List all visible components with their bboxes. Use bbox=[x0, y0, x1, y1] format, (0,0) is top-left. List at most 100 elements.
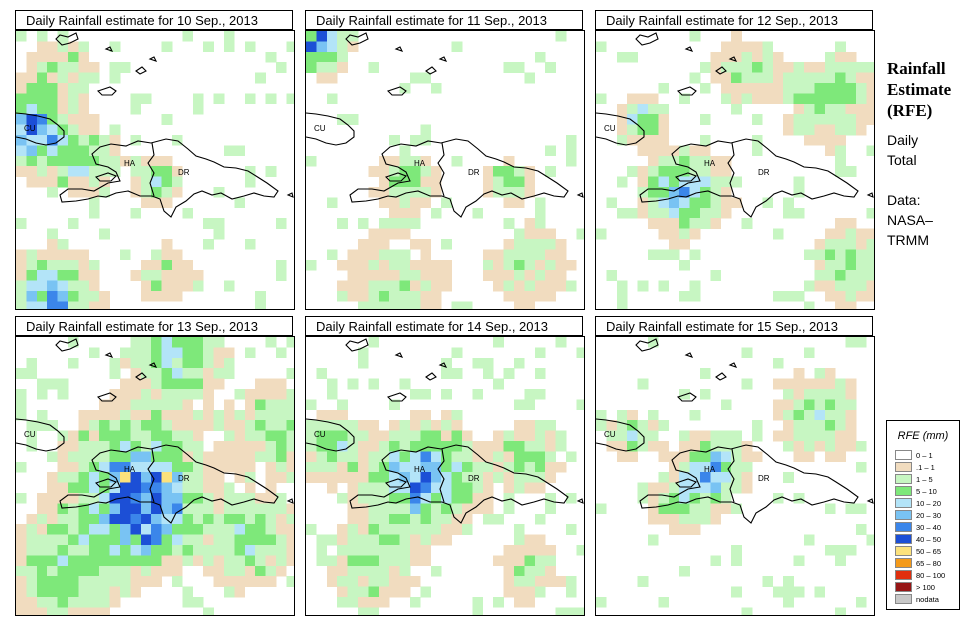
rainfall-cell bbox=[78, 103, 90, 115]
rainfall-cell bbox=[172, 270, 183, 281]
rainfall-cell bbox=[430, 451, 442, 463]
rainfall-cell bbox=[203, 41, 214, 53]
rainfall-cell bbox=[57, 83, 69, 94]
rainfall-cell bbox=[88, 534, 100, 546]
rainfall-cell bbox=[57, 565, 69, 577]
rainfall-cell bbox=[804, 399, 815, 411]
rainfall-cell bbox=[192, 103, 204, 115]
rainfall-cell bbox=[68, 301, 79, 309]
rainfall-cell bbox=[430, 420, 442, 431]
rainfall-cell bbox=[161, 378, 173, 390]
rainfall-cell bbox=[140, 347, 152, 359]
rainfall-cell bbox=[99, 451, 110, 463]
rainfall-cell bbox=[503, 218, 515, 229]
rainfall-cell bbox=[286, 555, 294, 567]
rainfall-cell bbox=[78, 114, 90, 125]
rainfall-cell bbox=[835, 166, 846, 177]
rainfall-cell bbox=[596, 228, 607, 240]
rainfall-cell bbox=[845, 420, 857, 431]
cay1-coastline bbox=[438, 362, 448, 368]
rainfall-cell bbox=[668, 503, 680, 515]
rainfall-cell bbox=[130, 513, 142, 525]
rainfall-cell bbox=[57, 607, 69, 615]
rainfall-cell bbox=[451, 420, 463, 431]
rainfall-cell bbox=[430, 430, 442, 442]
rainfall-cell bbox=[224, 399, 235, 411]
rainfall-cell bbox=[172, 357, 183, 369]
rainfall-cell bbox=[286, 389, 294, 400]
rainfall-cell bbox=[430, 259, 442, 271]
rainfall-cell bbox=[700, 166, 711, 177]
rainfall-cell bbox=[648, 409, 659, 421]
rainfall-cell bbox=[399, 586, 411, 598]
rainfall-cell bbox=[358, 607, 369, 615]
rainfall-cell bbox=[57, 270, 69, 281]
rainfall-cell bbox=[866, 249, 874, 261]
rainfall-cell bbox=[109, 430, 121, 442]
rainfall-cell bbox=[161, 461, 173, 473]
rainfall-cell bbox=[378, 259, 390, 271]
rainfall-cell bbox=[151, 259, 162, 271]
pr-coastline bbox=[576, 498, 584, 504]
rainfall-cell bbox=[337, 291, 348, 302]
rainfall-cell bbox=[648, 103, 659, 115]
rainfall-cell bbox=[689, 513, 701, 525]
rainfall-cell bbox=[804, 62, 815, 73]
rainfall-cell bbox=[679, 166, 690, 177]
rainfall-cell bbox=[316, 62, 328, 73]
rainfall-cell bbox=[337, 62, 348, 73]
rainfall-cell bbox=[462, 503, 473, 515]
gonave-coastline bbox=[94, 172, 117, 182]
rainfall-cell bbox=[36, 280, 48, 292]
rainfall-cell bbox=[752, 451, 763, 463]
rainfall-cell bbox=[410, 389, 421, 400]
rainfall-cell bbox=[203, 368, 214, 379]
rainfall-cell bbox=[762, 83, 774, 94]
rainfall-cell bbox=[26, 607, 38, 615]
rainfall-cell bbox=[151, 420, 162, 431]
rainfall-cell bbox=[658, 187, 670, 198]
legend-label: > 100 bbox=[916, 583, 935, 592]
rainfall-cell bbox=[337, 524, 348, 535]
rainfall-cell bbox=[88, 155, 100, 167]
rainfall-cell bbox=[658, 493, 670, 504]
rainfall-cell bbox=[68, 545, 79, 556]
rainfall-cell bbox=[658, 597, 670, 608]
caicos-coastline bbox=[55, 32, 79, 46]
rainfall-cell bbox=[668, 197, 680, 209]
rainfall-cell bbox=[151, 270, 162, 281]
rainfall-cell bbox=[151, 389, 162, 400]
rainfall-cell bbox=[47, 239, 58, 250]
rainfall-cell bbox=[555, 270, 567, 281]
rainfall-cell bbox=[224, 555, 235, 567]
rainfall-cell bbox=[378, 513, 390, 525]
rainfall-cell bbox=[140, 493, 152, 504]
rainfall-cell bbox=[161, 409, 173, 421]
rainfall-cell bbox=[57, 524, 69, 535]
rainfall-cell bbox=[306, 51, 317, 63]
legend-swatch bbox=[895, 474, 912, 484]
rainfall-cell bbox=[866, 228, 874, 240]
rainfall-cell bbox=[358, 218, 369, 229]
rainfall-cell bbox=[358, 441, 369, 452]
rainfall-cell bbox=[793, 451, 805, 463]
rainfall-cell bbox=[389, 545, 400, 556]
rainfall-cell bbox=[793, 430, 805, 442]
rainfall-cell bbox=[637, 207, 649, 219]
rainfall-cell bbox=[566, 145, 577, 157]
rainfall-cell bbox=[326, 378, 338, 390]
rainfall-cell bbox=[16, 280, 27, 292]
rainfall-cell bbox=[26, 597, 38, 608]
country-label-cu: CU bbox=[604, 124, 616, 133]
rainfall-cell bbox=[182, 409, 194, 421]
rainfall-cell bbox=[306, 31, 317, 42]
rainfall-cell bbox=[514, 176, 525, 188]
rainfall-cell bbox=[244, 389, 256, 400]
rainfall-cell bbox=[182, 31, 194, 42]
rainfall-cell bbox=[566, 607, 577, 615]
gonave-coastline bbox=[674, 478, 697, 488]
rainfall-cell bbox=[824, 503, 836, 515]
rainfall-cell bbox=[689, 228, 701, 240]
rainfall-cell bbox=[358, 472, 369, 483]
rainfall-cell bbox=[710, 62, 722, 73]
